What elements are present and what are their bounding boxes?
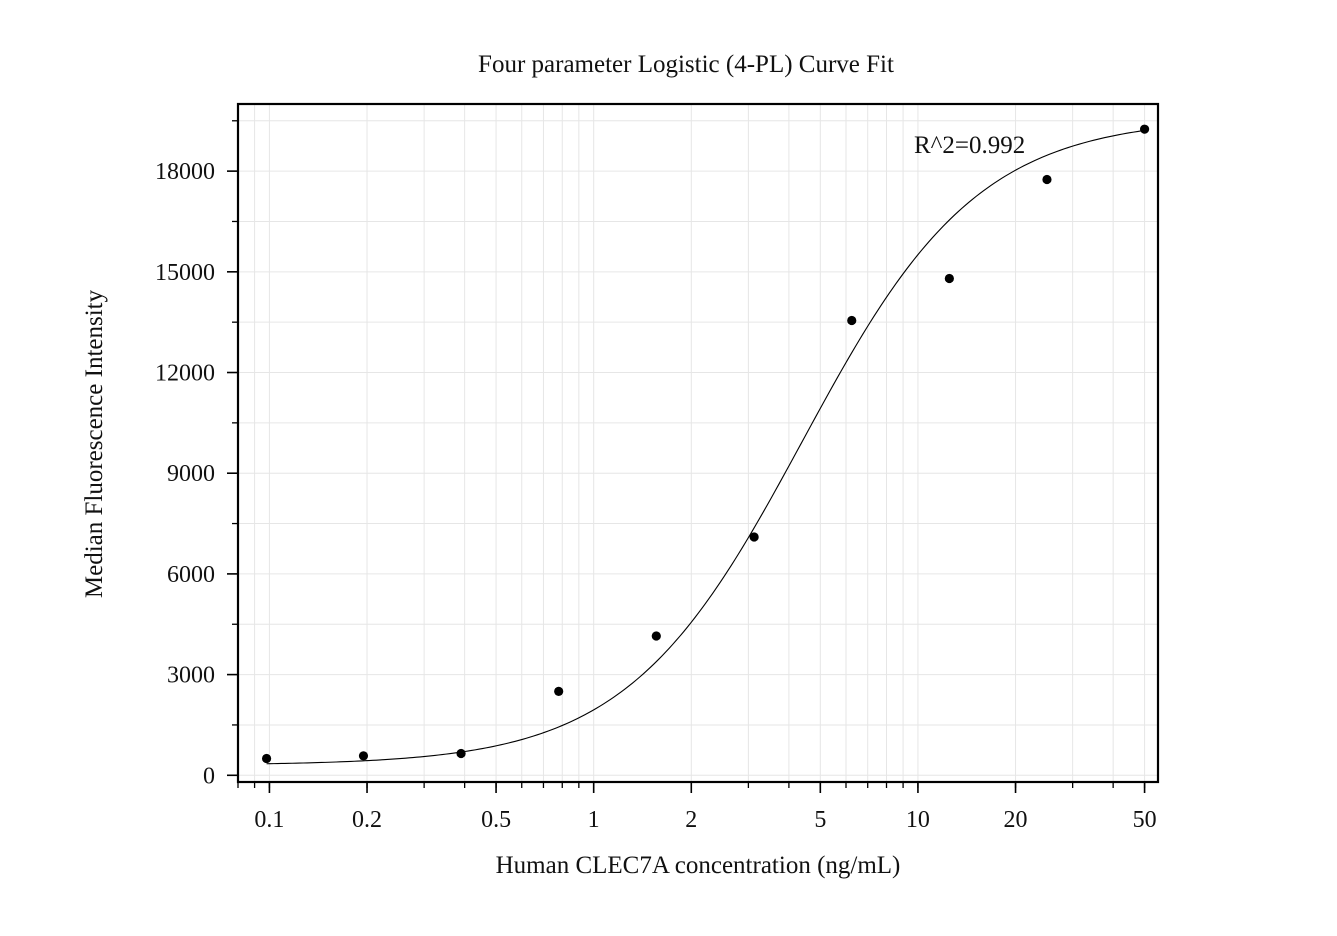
data-point [358, 751, 369, 761]
y-tick-label: 15000 [155, 260, 215, 286]
ticks-layer: 0.1 0.2 0.5 1 2 5 10 20 50 0 3000 6000 9000 12000 1500… [155, 120, 1157, 833]
axes-layer [236, 102, 1160, 784]
x-tick-label: 0.2 [352, 807, 382, 833]
data-point [651, 631, 661, 641]
r-squared-annotation: R^2=0.992 [914, 132, 1025, 159]
data-point [554, 686, 564, 696]
curve-layer [266, 129, 1145, 765]
data-point [456, 748, 466, 759]
y-tick-label: 12000 [155, 361, 215, 387]
data-point [749, 532, 759, 542]
x-axis-label: Human CLEC7A concentration (ng/mL) [496, 852, 901, 879]
data-point [1139, 124, 1150, 134]
x-tick-label: 2 [685, 807, 697, 833]
y-tick-label: 18000 [155, 159, 215, 185]
data-point [261, 753, 272, 764]
data-point [1042, 174, 1052, 185]
y-tick-label: 3000 [167, 663, 215, 689]
y-tick-label: 0 [203, 763, 215, 789]
grid-layer [237, 104, 1158, 782]
x-tick-label: 50 [1133, 807, 1157, 833]
x-tick-label: 1 [588, 807, 600, 833]
data-point [847, 315, 857, 326]
plot-frame [236, 102, 1160, 784]
x-tick-label: 20 [1004, 807, 1028, 833]
x-tick-label: 0.1 [254, 807, 284, 833]
y-axis-label: Median Fluorescence Intensity [81, 289, 108, 598]
x-tick-label: 5 [814, 807, 826, 833]
x-tick-label: 0.5 [481, 807, 511, 833]
fit-curve-line [266, 129, 1145, 765]
chart-title: Four parameter Logistic (4-PL) Curve Fit [478, 51, 894, 78]
y-tick-label: 6000 [167, 562, 215, 588]
data-point [944, 273, 954, 284]
y-tick-label: 9000 [167, 461, 215, 487]
points-layer [261, 124, 1150, 764]
x-tick-label: 10 [906, 807, 930, 833]
